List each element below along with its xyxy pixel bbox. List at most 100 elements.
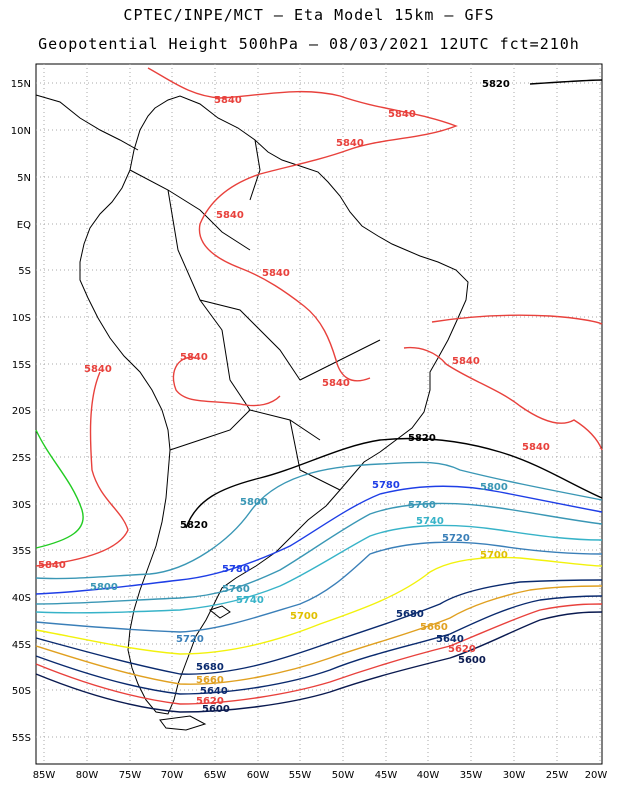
contour-label: 5660 — [196, 675, 224, 686]
contour-label: 5820 — [180, 520, 208, 531]
lon-label: 25W — [546, 770, 569, 781]
lon-label: 55W — [289, 770, 312, 781]
contour-5840-mid — [403, 346, 603, 451]
lat-label: 5N — [17, 173, 31, 184]
contour-label: 5640 — [436, 634, 464, 645]
contour-5660 — [35, 585, 603, 685]
contour-5840-pacific — [35, 371, 129, 567]
contour-5640 — [35, 595, 603, 695]
contour-5820-north — [529, 79, 603, 85]
lon-label: 65W — [204, 770, 227, 781]
lat-label: 55S — [12, 733, 31, 744]
contour-label: 5700 — [290, 611, 318, 622]
contour-label: 5840 — [262, 268, 290, 279]
contour-label: 5760 — [222, 584, 250, 595]
contour-label: 5620 — [196, 696, 224, 707]
contour-label: 5660 — [420, 622, 448, 633]
latitude-labels: 15N 10N 5N EQ 5S 10S 15S 20S 25S 30S 35S… — [11, 79, 31, 744]
map-title: CPTEC/INPE/MCT – Eta Model 15km – GFS — [123, 6, 495, 24]
contour-label: 5600 — [202, 704, 230, 715]
contour-label: 5760 — [408, 500, 436, 511]
lon-label: 85W — [33, 770, 56, 781]
lat-label: 35S — [12, 546, 31, 557]
contour-label: 5820 — [482, 79, 510, 90]
contour-5820-south — [185, 437, 603, 529]
contour-label: 5800 — [480, 482, 508, 493]
contour-label: 5840 — [84, 364, 112, 375]
contour-label: 5720 — [176, 634, 204, 645]
map-subtitle: Geopotential Height 500hPa – 08/03/2021 … — [38, 35, 580, 53]
contour-5840-west-loop — [172, 356, 281, 407]
contour-label: 5780 — [222, 564, 250, 575]
falkland-islands — [208, 605, 231, 619]
contour-5840-north — [147, 67, 458, 382]
lon-label: 60W — [247, 770, 270, 781]
contour-5700 — [35, 556, 603, 655]
lat-label: 10N — [11, 126, 31, 137]
contour-labels: 5820 5840 5840 5840 5840 5840 5840 5840 … — [38, 79, 550, 715]
contour-label: 5800 — [240, 497, 268, 508]
graticule — [36, 64, 602, 764]
lat-label: 20S — [12, 406, 31, 417]
contour-label: 5680 — [196, 662, 224, 673]
coastline — [35, 94, 469, 731]
contour-label: 5840 — [216, 210, 244, 221]
contour-label: 5780 — [372, 480, 400, 491]
contour-label: 5840 — [38, 560, 66, 571]
longitude-labels: 85W 80W 75W 70W 65W 60W 55W 50W 45W 40W … — [33, 770, 608, 781]
contour-5620 — [35, 603, 603, 705]
contour-label: 5840 — [388, 109, 416, 120]
lon-label: 70W — [161, 770, 184, 781]
contour-label: 5700 — [480, 550, 508, 561]
contour-5720 — [35, 541, 603, 633]
contour-5860 — [35, 429, 84, 549]
contour-label: 5840 — [180, 352, 208, 363]
lat-label: 10S — [12, 313, 31, 324]
lat-label: 5S — [18, 266, 31, 277]
lat-label: 45S — [12, 640, 31, 651]
lon-label: 80W — [76, 770, 99, 781]
lon-label: 40W — [417, 770, 440, 781]
contour-label: 5740 — [236, 595, 264, 606]
contours — [35, 67, 603, 713]
lon-label: 50W — [332, 770, 355, 781]
contour-label: 5640 — [200, 686, 228, 697]
lat-label: EQ — [17, 220, 31, 231]
country-borders — [129, 139, 381, 491]
lat-label: 15N — [11, 79, 31, 90]
contour-label: 5600 — [458, 655, 486, 666]
lat-label: 25S — [12, 453, 31, 464]
contour-label: 5740 — [416, 516, 444, 527]
contour-label: 5840 — [322, 378, 350, 389]
contour-5680 — [35, 579, 603, 675]
contour-label: 5840 — [522, 442, 550, 453]
lon-label: 35W — [460, 770, 483, 781]
contour-label: 5620 — [448, 644, 476, 655]
contour-label: 5840 — [452, 356, 480, 367]
lon-label: 30W — [503, 770, 526, 781]
lon-label: 75W — [119, 770, 142, 781]
tierra-del-fuego — [159, 715, 207, 731]
lat-label: 50S — [12, 686, 31, 697]
contour-label: 5800 — [90, 582, 118, 593]
contour-label: 5680 — [396, 609, 424, 620]
contour-5800 — [35, 461, 603, 580]
map-frame — [35, 63, 603, 765]
lon-label: 20W — [585, 770, 608, 781]
contour-label: 5840 — [336, 138, 364, 149]
south-america-outline — [79, 95, 469, 715]
contour-5740 — [35, 524, 603, 614]
contour-5600 — [35, 611, 603, 713]
contour-label: 5720 — [442, 533, 470, 544]
contour-label: 5840 — [214, 95, 242, 106]
lon-label: 45W — [375, 770, 398, 781]
lat-label: 40S — [12, 593, 31, 604]
lat-label: 30S — [12, 500, 31, 511]
lat-label: 15S — [12, 360, 31, 371]
contour-label: 5820 — [408, 433, 436, 444]
contour-5780 — [35, 485, 603, 595]
central-america — [35, 94, 139, 151]
contour-5760 — [35, 502, 603, 605]
contour-5840-east — [431, 314, 603, 325]
